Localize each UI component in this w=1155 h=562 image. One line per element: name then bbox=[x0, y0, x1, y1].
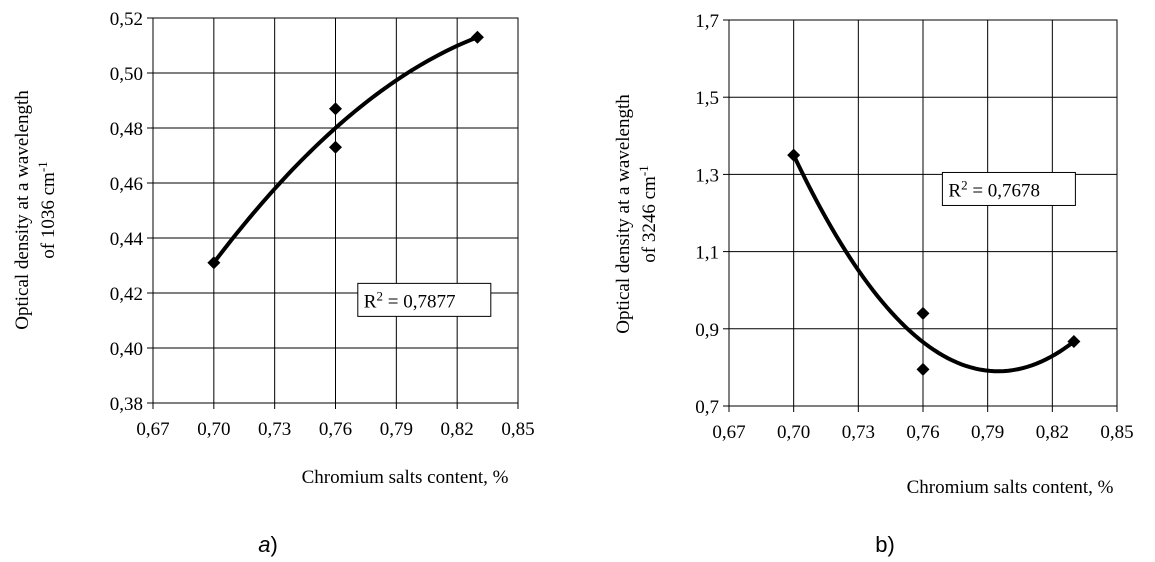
y-axis-title-line2: of 3246 cm-1 bbox=[636, 165, 660, 262]
trendline bbox=[791, 153, 1076, 374]
y-tick-label: 0,42 bbox=[110, 284, 143, 305]
y-tick-label: 0,9 bbox=[695, 320, 719, 341]
data-point-marker bbox=[207, 256, 221, 270]
x-axis-title: Chromium salts content, % bbox=[907, 477, 1114, 498]
panel-label-letter: b bbox=[875, 532, 887, 557]
data-point-marker bbox=[470, 30, 484, 44]
y-tick-label: 1,7 bbox=[695, 11, 719, 32]
y-axis-title-line1: Optical density at a wavelength bbox=[613, 94, 634, 334]
y-tick-label: 1,3 bbox=[695, 165, 719, 186]
y-tick-label: 1,1 bbox=[695, 243, 719, 264]
y-tick-label: 0,48 bbox=[110, 119, 143, 140]
x-tick-label: 0,76 bbox=[906, 422, 939, 443]
y-tick-label: 1,5 bbox=[695, 88, 719, 109]
y-axis-title-superscript: -1 bbox=[35, 161, 50, 172]
x-tick-label: 0,67 bbox=[712, 422, 745, 443]
panel-label-paren: ) bbox=[270, 532, 277, 557]
y-axis-title-unit: of 3246 cm bbox=[639, 176, 660, 263]
x-tick-label: 0,67 bbox=[136, 419, 169, 440]
data-point-marker bbox=[916, 306, 930, 320]
x-tick-label: 0,85 bbox=[501, 419, 534, 440]
y-axis-title-superscript: -1 bbox=[636, 165, 651, 176]
r-squared-value: = 0,7877 bbox=[383, 291, 455, 312]
x-tick-label: 0,79 bbox=[380, 419, 413, 440]
x-tick-label: 0,82 bbox=[1036, 422, 1069, 443]
y-tick-label: 0,7 bbox=[695, 397, 719, 418]
data-point-marker bbox=[1067, 335, 1081, 349]
x-tick-label: 0,73 bbox=[258, 419, 291, 440]
panel-label: b) bbox=[875, 532, 895, 557]
r-squared-label: R2 = 0,7877 bbox=[364, 288, 456, 312]
r-squared-box bbox=[357, 282, 492, 317]
y-tick-label: 0,38 bbox=[110, 394, 143, 415]
x-tick-label: 0,70 bbox=[777, 422, 810, 443]
y-axis-title-line1: Optical density at a wavelength bbox=[12, 90, 33, 330]
panel-label: a) bbox=[258, 532, 278, 557]
x-tick-label: 0,73 bbox=[842, 422, 875, 443]
y-tick-label: 0,50 bbox=[110, 64, 143, 85]
chart-panel-b: 0,67 0,70 0,73 0,76 0,79 0,82 0,85 0,7 0,9 1,1 1,3… bbox=[613, 11, 1134, 557]
x-tick-label: 0,82 bbox=[441, 419, 474, 440]
r-squared-box bbox=[941, 171, 1076, 206]
x-tick-label: 0,79 bbox=[971, 422, 1004, 443]
x-tick-label: 0,76 bbox=[319, 419, 352, 440]
panel-label-letter: a bbox=[258, 532, 270, 557]
r-squared-prefix: R bbox=[948, 180, 961, 201]
data-point-marker bbox=[787, 148, 801, 162]
y-tick-label: 0,40 bbox=[110, 339, 143, 360]
y-axis-title-unit: of 1036 cm bbox=[38, 172, 59, 259]
chart-panel-a: 0,67 0,70 0,73 0,76 0,79 0,82 0,85 0,38 0,40 0,42… bbox=[12, 9, 535, 557]
panel-label-paren: ) bbox=[887, 532, 894, 557]
r-squared-value: = 0,7678 bbox=[968, 180, 1040, 201]
y-tick-label: 0,52 bbox=[110, 9, 143, 30]
r-squared-label: R2 = 0,7678 bbox=[948, 177, 1040, 201]
y-axis-title-line2: of 1036 cm-1 bbox=[35, 161, 59, 258]
x-tick-label: 0,85 bbox=[1100, 422, 1133, 443]
y-tick-label: 0,46 bbox=[110, 174, 143, 195]
y-tick-label: 0,44 bbox=[110, 229, 144, 250]
trendline bbox=[211, 35, 480, 265]
data-point-marker bbox=[329, 140, 342, 154]
r-squared-superscript: 2 bbox=[961, 177, 968, 192]
r-squared-superscript: 2 bbox=[376, 288, 383, 303]
data-point-marker bbox=[329, 102, 342, 116]
x-axis-title: Chromium salts content, % bbox=[302, 467, 509, 488]
r-squared-prefix: R bbox=[364, 291, 377, 312]
x-tick-label: 0,70 bbox=[197, 419, 230, 440]
data-point-marker bbox=[916, 362, 930, 376]
